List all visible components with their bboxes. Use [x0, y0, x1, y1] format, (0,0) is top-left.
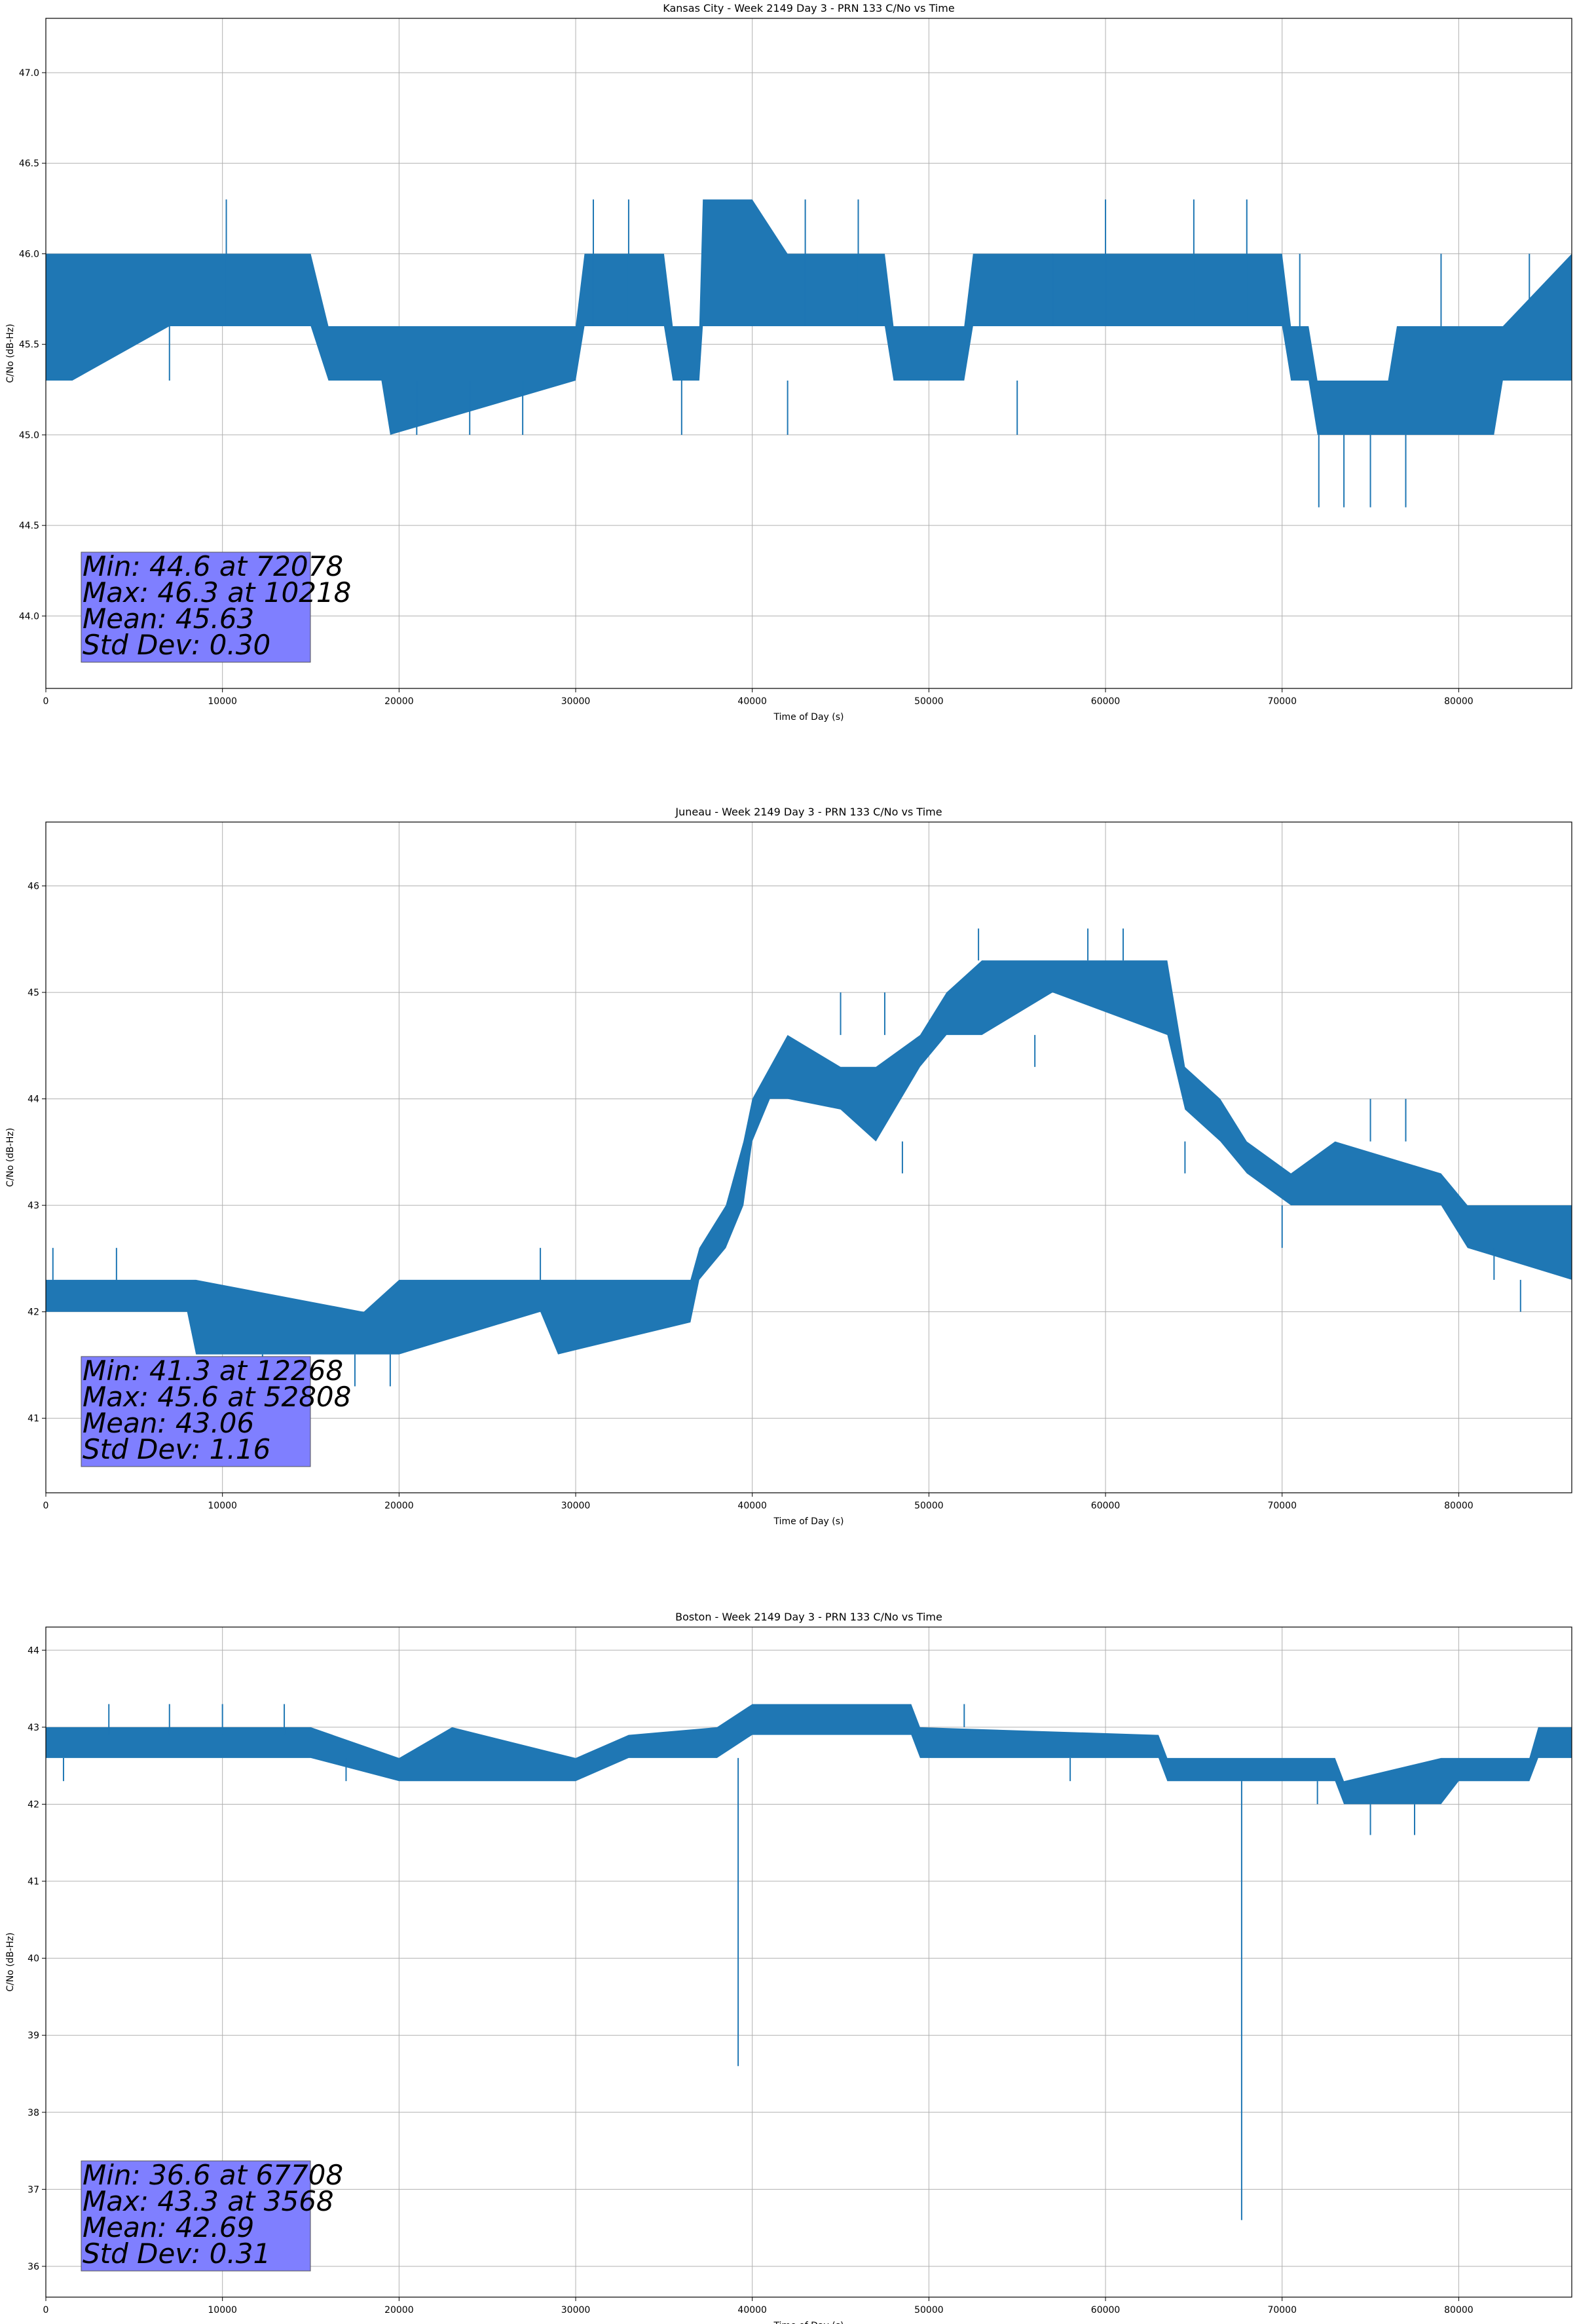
stats-box	[81, 552, 311, 663]
x-axis-label: Time of Day (s)	[773, 1516, 844, 1527]
x-tick-label: 50000	[914, 1501, 944, 1511]
x-tick-label: 30000	[561, 1501, 591, 1511]
y-tick-label: 46	[28, 882, 39, 892]
x-tick-label: 70000	[1267, 696, 1297, 707]
x-tick-label: 50000	[914, 696, 944, 707]
chart-title: Boston - Week 2149 Day 3 - PRN 133 C/No …	[675, 1611, 942, 1623]
x-tick-label: 50000	[914, 2305, 944, 2315]
stats-line: Min: 36.6 at 67708	[83, 2159, 343, 2191]
x-tick-label: 40000	[737, 2305, 767, 2315]
y-tick-label: 44	[28, 1095, 39, 1105]
plot-frame	[45, 18, 1572, 689]
y-tick-label: 40	[28, 1954, 39, 1964]
stats-line: Min: 44.6 at 72078	[83, 550, 343, 582]
stats-line: Max: 46.3 at 10218	[83, 576, 351, 609]
x-tick-label: 20000	[384, 1501, 414, 1511]
y-axis-label: C/No (dB-Hz)	[5, 1932, 16, 1991]
stats-line: Max: 43.3 at 3568	[83, 2185, 334, 2217]
x-tick-label: 0	[43, 696, 49, 707]
stats-line: Mean: 42.69	[83, 2211, 254, 2243]
plot-frame	[45, 821, 1572, 1493]
y-tick-label: 36	[28, 2262, 39, 2272]
y-tick-label: 43	[28, 1201, 39, 1211]
x-tick-label: 80000	[1444, 1501, 1474, 1511]
y-tick-label: 41	[28, 1414, 39, 1424]
y-axis-label: C/No (dB-Hz)	[5, 324, 16, 383]
y-tick-label: 37	[28, 2184, 39, 2195]
y-tick-label: 46.0	[19, 249, 39, 259]
series-band	[46, 199, 1572, 435]
x-tick-label: 10000	[208, 696, 237, 707]
x-tick-label: 20000	[384, 2305, 414, 2315]
y-tick-label: 47.0	[19, 68, 39, 79]
y-tick-label: 45	[28, 988, 39, 998]
y-tick-label: 44.0	[19, 611, 39, 622]
x-tick-label: 10000	[208, 2305, 237, 2315]
stats-line: Max: 45.6 at 52808	[83, 1381, 351, 1413]
series-band	[46, 960, 1572, 1355]
stats-line: Min: 41.3 at 12268	[83, 1355, 343, 1387]
x-tick-label: 0	[43, 1501, 49, 1511]
y-tick-label: 42	[28, 1307, 39, 1318]
stats-box	[81, 1356, 311, 1467]
chart-panel-1: 0 10000 20000 30000 40000 50000 60000 70000 8000…	[5, 2, 1572, 722]
y-tick-label: 44	[28, 1645, 39, 1656]
x-tick-label: 60000	[1091, 1501, 1121, 1511]
y-tick-label: 39	[28, 2031, 39, 2041]
y-tick-label: 41	[28, 1877, 39, 1887]
y-tick-label: 45.0	[19, 430, 39, 441]
y-tick-label: 42	[28, 1799, 39, 1810]
stats-box	[81, 2160, 311, 2272]
x-tick-label: 20000	[384, 696, 414, 707]
chart-title: Juneau - Week 2149 Day 3 - PRN 133 C/No …	[675, 806, 942, 818]
chart-panel-3: 0 10000 20000 30000 40000 50000 60000 70000 8000…	[5, 1611, 1572, 2324]
x-axis-label: Time of Day (s)	[773, 2321, 844, 2324]
x-tick-label: 30000	[561, 696, 591, 707]
x-tick-label: 60000	[1091, 2305, 1121, 2315]
stats-line: Mean: 43.06	[83, 1407, 254, 1439]
x-tick-label: 10000	[208, 1501, 237, 1511]
x-tick-label: 80000	[1444, 2305, 1474, 2315]
chart-title: Kansas City - Week 2149 Day 3 - PRN 133 …	[663, 2, 954, 14]
y-axis-label: C/No (dB-Hz)	[5, 1128, 16, 1187]
x-tick-label: 70000	[1267, 2305, 1297, 2315]
y-tick-label: 43	[28, 1723, 39, 1733]
x-axis-label: Time of Day (s)	[773, 712, 844, 722]
stats-line: Mean: 45.63	[83, 603, 254, 635]
chart-panel-2: 0 10000 20000 30000 40000 50000 60000 70000 8000…	[5, 806, 1572, 1527]
y-tick-label: 46.5	[19, 159, 39, 169]
y-tick-label: 44.5	[19, 521, 39, 531]
stats-line: Std Dev: 0.31	[83, 2238, 270, 2270]
plot-frame	[45, 1626, 1572, 2298]
x-tick-label: 0	[43, 2305, 49, 2315]
stats-line: Std Dev: 1.16	[83, 1433, 270, 1465]
y-tick-label: 45.5	[19, 340, 39, 350]
y-tick-label: 38	[28, 2108, 39, 2118]
x-tick-label: 30000	[561, 2305, 591, 2315]
stats-line: Std Dev: 0.30	[83, 629, 270, 661]
x-tick-label: 80000	[1444, 696, 1474, 707]
x-tick-label: 40000	[737, 1501, 767, 1511]
x-tick-label: 40000	[737, 696, 767, 707]
x-tick-label: 60000	[1091, 696, 1121, 707]
x-tick-label: 70000	[1267, 1501, 1297, 1511]
series-band	[46, 1704, 1572, 1805]
